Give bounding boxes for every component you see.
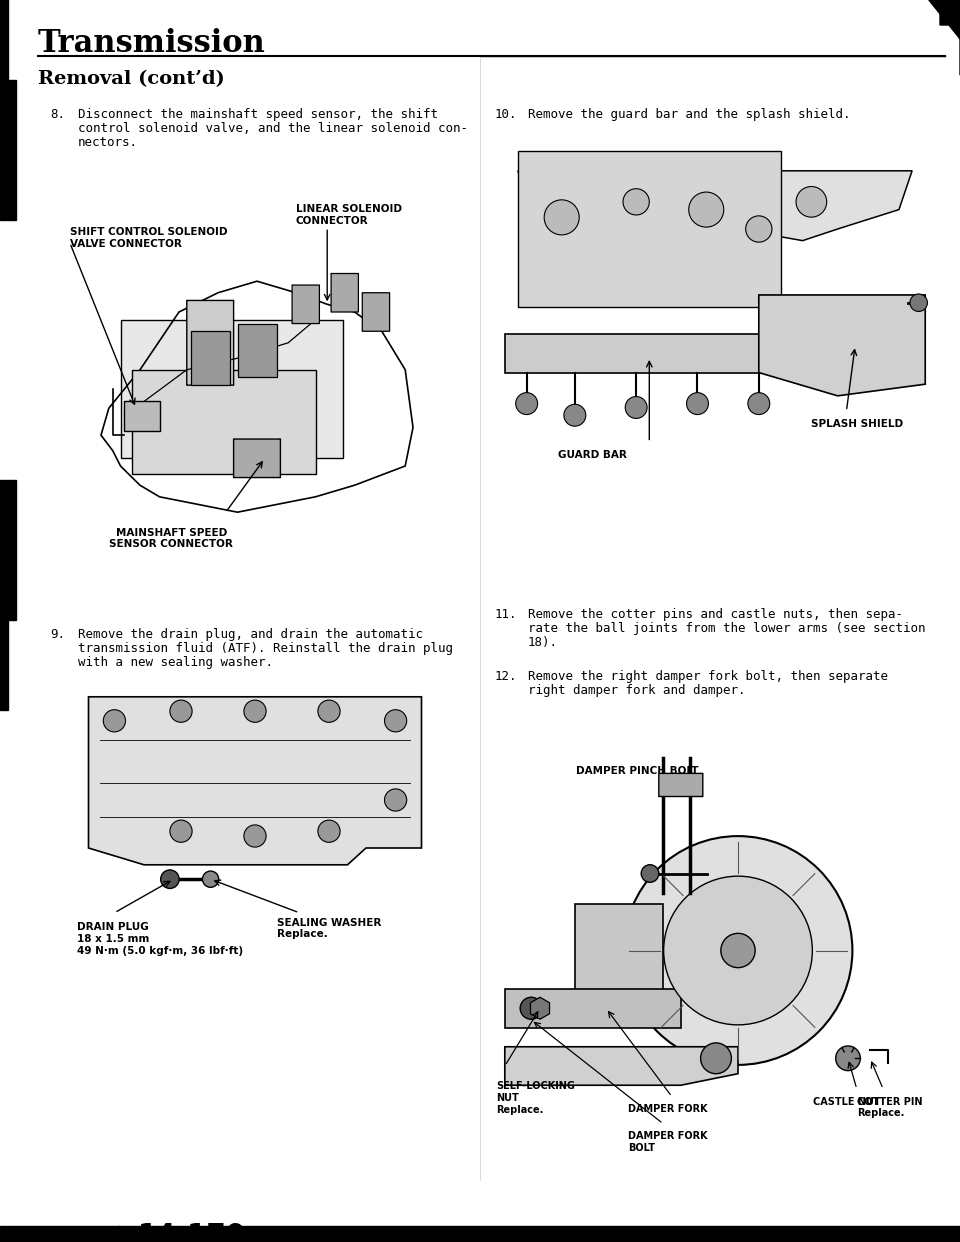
Circle shape (385, 709, 407, 732)
Text: 11.: 11. (495, 609, 517, 621)
Text: right damper fork and damper.: right damper fork and damper. (528, 684, 746, 697)
Text: SELF-LOCKING
NUT
Replace.: SELF-LOCKING NUT Replace. (496, 1082, 575, 1114)
FancyBboxPatch shape (331, 273, 358, 312)
Circle shape (170, 700, 192, 723)
Text: Remove the right damper fork bolt, then separate: Remove the right damper fork bolt, then … (528, 669, 888, 683)
Text: nectors.: nectors. (78, 137, 138, 149)
Bar (0, 79, 16, 220)
Text: Transmission: Transmission (38, 29, 266, 60)
Polygon shape (928, 0, 960, 40)
Circle shape (520, 997, 542, 1020)
Text: CASTLE NUT: CASTLE NUT (813, 1097, 880, 1107)
Circle shape (385, 789, 407, 811)
FancyBboxPatch shape (362, 293, 390, 332)
Text: DAMPER FORK
BOLT: DAMPER FORK BOLT (628, 1131, 708, 1153)
Polygon shape (505, 989, 681, 1027)
Circle shape (203, 871, 219, 887)
Circle shape (748, 392, 770, 415)
FancyBboxPatch shape (292, 286, 320, 324)
Polygon shape (517, 152, 780, 307)
Text: 18).: 18). (528, 636, 558, 650)
Circle shape (318, 700, 340, 723)
Text: 8.: 8. (50, 108, 65, 120)
Circle shape (170, 820, 192, 842)
Bar (237, 324, 276, 378)
Text: 9.: 9. (50, 628, 65, 641)
Circle shape (160, 869, 180, 888)
FancyArrow shape (940, 0, 960, 75)
Circle shape (244, 700, 266, 723)
Circle shape (318, 820, 340, 842)
Circle shape (544, 200, 579, 235)
FancyBboxPatch shape (187, 301, 233, 385)
Text: Remove the cotter pins and castle nuts, then sepa-: Remove the cotter pins and castle nuts, … (528, 609, 903, 621)
Text: www.emanualpró.com: www.emanualpró.com (38, 1225, 146, 1236)
Text: 12.: 12. (495, 669, 517, 683)
Text: LINEAR SOLENOID
CONNECTOR: LINEAR SOLENOID CONNECTOR (296, 204, 402, 226)
Circle shape (910, 294, 927, 312)
Circle shape (244, 825, 266, 847)
Polygon shape (121, 319, 343, 458)
Polygon shape (531, 997, 549, 1020)
FancyBboxPatch shape (233, 438, 280, 478)
Circle shape (625, 396, 647, 419)
Circle shape (623, 189, 649, 215)
Bar (0, 590, 8, 710)
Circle shape (663, 876, 812, 1025)
Circle shape (688, 193, 724, 227)
Text: carmanualsonline.info: carmanualsonline.info (680, 1235, 795, 1242)
Text: MAINSHAFT SPEED
SENSOR CONNECTOR: MAINSHAFT SPEED SENSOR CONNECTOR (109, 528, 233, 549)
Text: COTTER PIN
Replace.: COTTER PIN Replace. (856, 1097, 923, 1118)
Text: 14-170: 14-170 (138, 1222, 246, 1242)
Polygon shape (575, 904, 663, 996)
Text: with a new sealing washer.: with a new sealing washer. (78, 656, 273, 669)
Circle shape (641, 864, 659, 882)
FancyBboxPatch shape (659, 774, 703, 796)
Circle shape (564, 405, 586, 426)
Circle shape (701, 1043, 732, 1073)
Circle shape (104, 709, 126, 732)
Text: Disconnect the mainshaft speed sensor, the shift: Disconnect the mainshaft speed sensor, t… (78, 108, 438, 120)
Bar (0, 1226, 960, 1242)
Circle shape (796, 186, 827, 217)
Polygon shape (517, 171, 912, 241)
Text: rate the ball joints from the lower arms (see section: rate the ball joints from the lower arms… (528, 622, 925, 635)
Text: 10.: 10. (495, 108, 517, 120)
Circle shape (516, 392, 538, 415)
Text: DAMPER PINCH BOLT: DAMPER PINCH BOLT (576, 766, 698, 776)
Text: Remove the drain plug, and drain the automatic: Remove the drain plug, and drain the aut… (78, 628, 423, 641)
Bar (0, 479, 16, 620)
Polygon shape (758, 294, 925, 396)
Bar (125, 401, 159, 431)
Polygon shape (132, 370, 316, 473)
Text: SHIFT CONTROL SOLENOID
VALVE CONNECTOR: SHIFT CONTROL SOLENOID VALVE CONNECTOR (70, 227, 228, 248)
Text: GUARD BAR: GUARD BAR (558, 450, 627, 460)
Text: DRAIN PLUG
18 x 1.5 mm
49 N·m (5.0 kgf·m, 36 lbf·ft): DRAIN PLUG 18 x 1.5 mm 49 N·m (5.0 kgf·m… (78, 923, 244, 955)
Text: transmission fluid (ATF). Reinstall the drain plug: transmission fluid (ATF). Reinstall the … (78, 642, 453, 655)
Text: SEALING WASHER
Replace.: SEALING WASHER Replace. (277, 918, 381, 939)
Circle shape (624, 836, 852, 1064)
Circle shape (835, 1046, 860, 1071)
Text: control solenoid valve, and the linear solenoid con-: control solenoid valve, and the linear s… (78, 122, 468, 135)
Bar (191, 332, 229, 385)
Text: Remove the guard bar and the splash shield.: Remove the guard bar and the splash shie… (528, 108, 851, 120)
Circle shape (686, 392, 708, 415)
Polygon shape (505, 334, 825, 373)
Circle shape (746, 216, 772, 242)
Text: SPLASH SHIELD: SPLASH SHIELD (811, 419, 903, 430)
Bar (0, 0, 8, 89)
Text: Removal (cont’d): Removal (cont’d) (38, 70, 225, 88)
Circle shape (721, 933, 756, 968)
Polygon shape (88, 697, 421, 864)
Polygon shape (505, 1047, 738, 1086)
Text: DAMPER FORK: DAMPER FORK (628, 1104, 708, 1114)
